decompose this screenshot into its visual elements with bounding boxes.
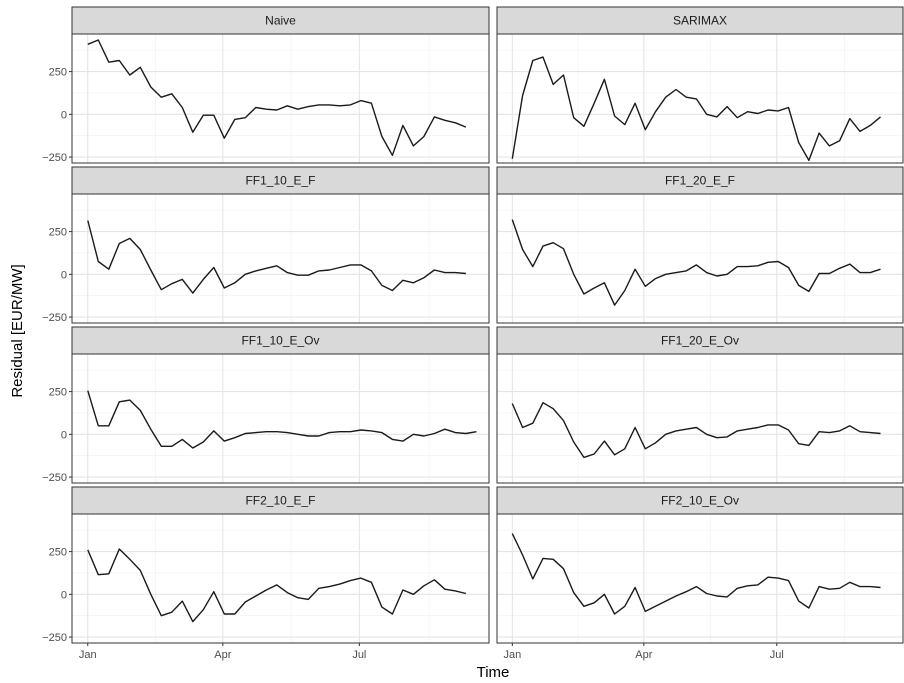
panel-naive: Naive	[71, 6, 490, 164]
y-tick-label: 250	[49, 547, 67, 559]
panel-background	[72, 194, 489, 323]
facet-strip	[496, 486, 904, 515]
series-line-ff2-10-e-f	[87, 548, 467, 623]
x-axis-title: Time	[477, 664, 510, 681]
panel-border	[496, 353, 904, 484]
panel-background	[497, 514, 903, 643]
panel-ff2-10-e-ov: FF2_10_E_Ov	[496, 486, 904, 644]
panel-border	[71, 193, 490, 324]
x-tick-label: Jul	[352, 649, 366, 661]
facet-label: FF1_10_E_Ov	[241, 334, 319, 348]
panels-layer: Naive SARIMAX FF1_10_E_F FF1_20_E_F FF1_10_E…	[71, 6, 904, 644]
y-tick-label: −250	[42, 472, 67, 484]
y-tick-label: −250	[42, 632, 67, 644]
panel-background	[497, 34, 903, 163]
panel-sarimax: SARIMAX	[496, 6, 904, 164]
series-line-sarimax	[511, 56, 881, 162]
facet-label: Naive	[265, 14, 296, 28]
y-tick-label: 250	[49, 387, 67, 399]
series-line-ff1-10-e-ov	[87, 390, 477, 449]
facet-strip	[71, 486, 490, 515]
panel-ff1-10-e-f: FF1_10_E_F	[71, 166, 490, 324]
facet-label: SARIMAX	[673, 14, 727, 28]
facet-label: FF2_10_E_F	[245, 494, 315, 508]
x-tick-label: Jul	[770, 649, 784, 661]
facet-label: FF1_10_E_F	[245, 174, 315, 188]
series-line-ff1-10-e-f	[87, 220, 466, 294]
y-tick-label: −250	[42, 312, 67, 324]
axes-layer: 250 0 −250 250 0 −250 250 0 −250 250 0 −250 Jan Apr Ju…	[42, 67, 784, 661]
facet-label: FF2_10_E_Ov	[661, 494, 739, 508]
y-tick-label: 250	[49, 67, 67, 79]
y-axis-title: Residual [EUR/MW]	[9, 264, 26, 397]
facet-label: FF1_20_E_Ov	[661, 334, 739, 348]
facet-strip	[71, 6, 490, 35]
panel-background	[497, 354, 903, 483]
panel-background	[72, 514, 489, 643]
x-tick-label: Apr	[635, 649, 652, 661]
x-tick-label: Jan	[503, 649, 521, 661]
series-line-ff2-10-e-ov	[511, 533, 881, 615]
panel-background	[497, 194, 903, 323]
y-tick-label: 0	[61, 589, 67, 601]
y-tick-label: 250	[49, 227, 67, 239]
panel-border	[496, 193, 904, 324]
facet-strip	[71, 166, 490, 195]
series-line-naive	[87, 39, 467, 157]
panel-background	[72, 34, 489, 163]
panel-border	[496, 513, 904, 644]
panel-ff2-10-e-f: FF2_10_E_F	[71, 486, 490, 644]
panel-border	[71, 513, 490, 644]
panel-background	[72, 354, 489, 483]
series-line-ff1-20-e-ov	[511, 402, 881, 459]
panel-ff1-10-e-ov: FF1_10_E_Ov	[71, 326, 490, 484]
panel-ff1-20-e-ov: FF1_20_E_Ov	[496, 326, 904, 484]
facet-label: FF1_20_E_F	[665, 174, 735, 188]
x-tick-label: Apr	[214, 649, 231, 661]
panel-border	[71, 353, 490, 484]
y-tick-label: 0	[61, 269, 67, 281]
panel-border	[71, 33, 490, 164]
facet-strip	[71, 326, 490, 355]
panel-border	[496, 33, 904, 164]
facet-strip	[496, 326, 904, 355]
y-tick-label: 0	[61, 429, 67, 441]
series-line-ff1-20-e-f	[511, 219, 881, 306]
panel-ff1-20-e-f: FF1_20_E_F	[496, 166, 904, 324]
y-tick-label: 0	[61, 109, 67, 121]
x-tick-label: Jan	[79, 649, 97, 661]
y-tick-label: −250	[42, 152, 67, 164]
